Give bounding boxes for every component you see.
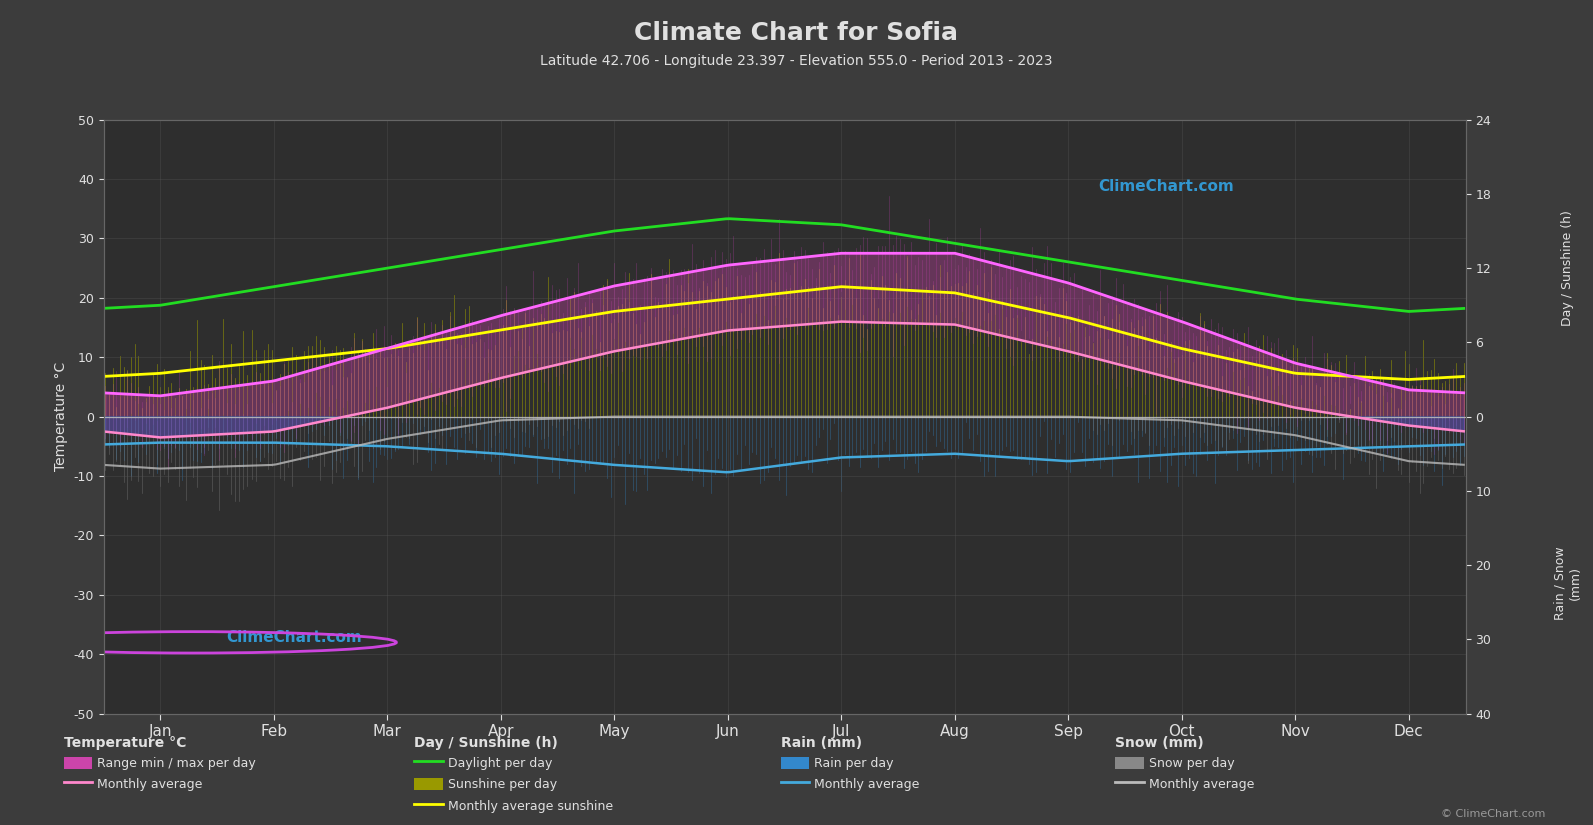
Text: Snow per day: Snow per day: [1149, 757, 1235, 771]
Text: Monthly average: Monthly average: [1149, 778, 1254, 791]
Text: Monthly average sunshine: Monthly average sunshine: [448, 800, 613, 813]
Text: Monthly average: Monthly average: [814, 778, 919, 791]
Y-axis label: Temperature °C: Temperature °C: [54, 362, 68, 471]
Text: Monthly average: Monthly average: [97, 778, 202, 791]
Text: Snow (mm): Snow (mm): [1115, 736, 1204, 750]
Text: Range min / max per day: Range min / max per day: [97, 757, 256, 771]
Text: Day / Sunshine (h): Day / Sunshine (h): [1561, 210, 1574, 326]
Text: Daylight per day: Daylight per day: [448, 757, 553, 771]
Text: ClimeChart.com: ClimeChart.com: [1098, 179, 1233, 194]
Text: Latitude 42.706 - Longitude 23.397 - Elevation 555.0 - Period 2013 - 2023: Latitude 42.706 - Longitude 23.397 - Ele…: [540, 54, 1053, 68]
Text: Rain per day: Rain per day: [814, 757, 894, 771]
Text: ClimeChart.com: ClimeChart.com: [226, 630, 362, 645]
Text: Rain (mm): Rain (mm): [781, 736, 862, 750]
Text: Sunshine per day: Sunshine per day: [448, 778, 558, 791]
Text: Climate Chart for Sofia: Climate Chart for Sofia: [634, 21, 959, 45]
Text: Day / Sunshine (h): Day / Sunshine (h): [414, 736, 558, 750]
Text: Temperature °C: Temperature °C: [64, 736, 186, 750]
Text: © ClimeChart.com: © ClimeChart.com: [1440, 808, 1545, 818]
Text: Rain / Snow
(mm): Rain / Snow (mm): [1553, 546, 1582, 620]
